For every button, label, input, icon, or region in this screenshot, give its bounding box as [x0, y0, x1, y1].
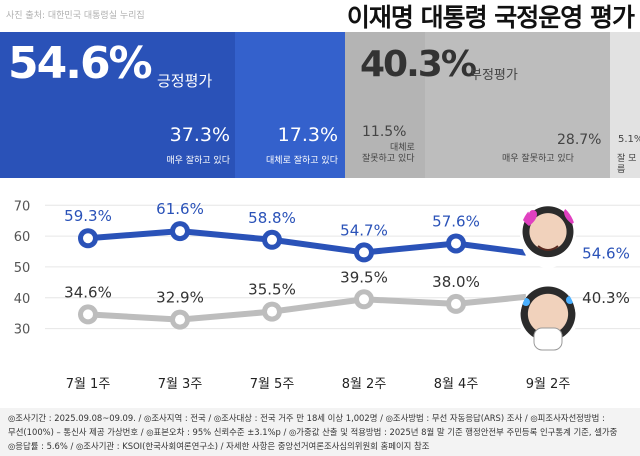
- x-tick-label: 7월 3주: [158, 377, 203, 392]
- positive-total: 54.6%: [8, 38, 153, 89]
- negative-point-center: [359, 294, 369, 305]
- positive-point-center: [83, 233, 93, 244]
- very-good-value: 37.3%: [169, 124, 230, 146]
- x-tick-label: 9월 2주: [526, 377, 571, 392]
- negative-band-secondary: [425, 32, 610, 178]
- y-tick-label: 60: [14, 230, 31, 245]
- positive-band: [0, 32, 235, 178]
- positive-data-label: 54.7%: [340, 221, 388, 239]
- positive-point-center: [267, 234, 277, 245]
- positive-point-center: [359, 247, 369, 258]
- x-tick-label: 8월 4주: [434, 377, 479, 392]
- negative-point-center: [83, 309, 93, 320]
- dont-know-band: [610, 32, 640, 178]
- fairly-bad-label-2: 잘못하고 있다: [362, 154, 415, 164]
- y-tick-label: 70: [14, 199, 31, 214]
- y-tick-label: 40: [14, 292, 31, 307]
- dont-know-label: 잘 모름: [617, 154, 637, 175]
- negative-data-label: 35.5%: [248, 281, 296, 299]
- fairly-bad-label-1: 대체로: [390, 143, 415, 153]
- negative-point-center: [175, 314, 185, 325]
- x-tick-label: 7월 1주: [66, 377, 111, 392]
- president-photo-worried: [520, 282, 576, 358]
- footnote-line-2: 무선(100%) – 통신사 제공 가상번호 / ◎표본오차 : 95% 신뢰수…: [8, 427, 618, 437]
- approval-line-chart: 30 40 50 60 70 59.3% 61.6% 58.8% 54.7% 57.6% 54.6…: [14, 199, 640, 392]
- dont-know-value: 5.1%: [618, 134, 640, 145]
- very-good-label: 매우 잘하고 있다: [166, 156, 230, 166]
- positive-data-label: 61.6%: [156, 200, 204, 218]
- positive-band-secondary: [235, 32, 345, 178]
- fairly-good-label: 대체로 잘하고 있다: [266, 156, 338, 166]
- president-photo-smiling: [520, 202, 576, 268]
- footnote-line-3: ◎응답률 : 5.6% / ◎조사기관 : KSOI(한국사회여론연구소) / …: [8, 441, 430, 451]
- positive-data-label-latest: 54.6%: [582, 245, 630, 263]
- positive-data-label: 58.8%: [248, 209, 296, 227]
- negative-band-primary: [345, 32, 425, 178]
- negative-data-label: 32.9%: [156, 289, 204, 307]
- y-tick-label: 50: [14, 261, 31, 276]
- fairly-good-value: 17.3%: [277, 124, 338, 146]
- negative-data-label-latest: 40.3%: [582, 289, 630, 307]
- x-tick-label: 7월 5주: [250, 377, 295, 392]
- very-bad-value: 28.7%: [557, 132, 602, 148]
- x-tick-label: 8월 2주: [342, 377, 387, 392]
- positive-label: 긍정평가: [157, 72, 213, 90]
- positive-data-label: 59.3%: [64, 207, 112, 225]
- survey-footnote: ◎조사기간 : 2025.09.08~09.09. / ◎조사지역 : 전국 /…: [0, 408, 640, 456]
- negative-label: 부정평가: [470, 68, 518, 83]
- negative-data-label: 34.6%: [64, 283, 112, 301]
- page-title: 이재명 대통령 국정운영 평가: [346, 3, 635, 32]
- fairly-bad-value: 11.5%: [362, 124, 407, 140]
- negative-point-center: [451, 298, 461, 309]
- negative-total: 40.3%: [360, 44, 477, 85]
- footnote-line-1: ◎조사기간 : 2025.09.08~09.09. / ◎조사지역 : 전국 /…: [8, 413, 605, 423]
- very-bad-label: 매우 잘못하고 있다: [502, 154, 574, 164]
- positive-point-center: [175, 226, 185, 237]
- negative-series-line: [87, 293, 527, 323]
- positive-series-line: [87, 228, 527, 256]
- negative-point-center: [267, 306, 277, 317]
- negative-data-label: 39.5%: [340, 268, 388, 286]
- negative-data-label: 38.0%: [432, 273, 480, 291]
- photo-credit: 사진 출처: 대한민국 대통령실 누리집: [6, 11, 145, 21]
- positive-data-label: 57.6%: [432, 212, 480, 230]
- header: 사진 출처: 대한민국 대통령실 누리집 이재명 대통령 국정운영 평가: [0, 0, 640, 32]
- positive-point-center: [451, 238, 461, 249]
- y-tick-label: 30: [14, 323, 31, 338]
